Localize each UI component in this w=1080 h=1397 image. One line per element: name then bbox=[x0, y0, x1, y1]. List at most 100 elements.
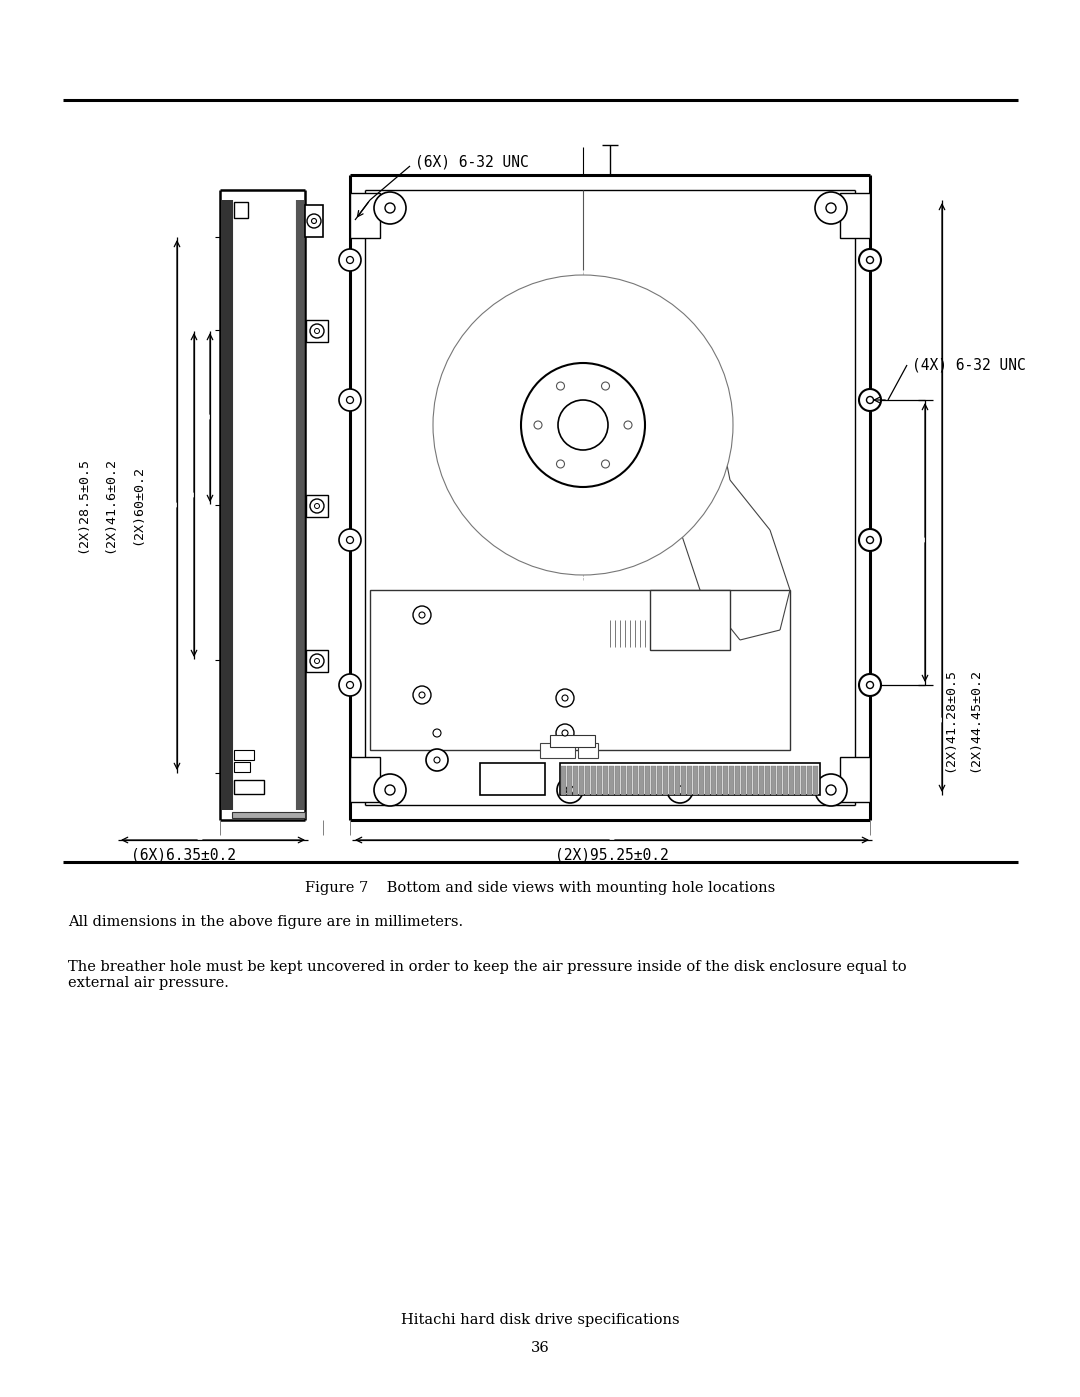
Circle shape bbox=[347, 257, 353, 264]
Circle shape bbox=[859, 673, 881, 696]
Bar bbox=[812, 766, 818, 795]
Text: (2X)41.6±0.2: (2X)41.6±0.2 bbox=[104, 457, 117, 553]
Bar bbox=[579, 766, 583, 795]
Bar bbox=[350, 757, 380, 802]
Circle shape bbox=[562, 731, 568, 736]
Circle shape bbox=[556, 724, 573, 742]
Circle shape bbox=[310, 654, 324, 668]
Circle shape bbox=[384, 785, 395, 795]
Circle shape bbox=[826, 203, 836, 212]
Text: Figure 7    Bottom and side views with mounting hole locations: Figure 7 Bottom and side views with moun… bbox=[305, 882, 775, 895]
Bar bbox=[729, 766, 733, 795]
Circle shape bbox=[339, 673, 361, 696]
Circle shape bbox=[556, 381, 565, 390]
Bar bbox=[220, 190, 305, 820]
Bar bbox=[657, 766, 661, 795]
Bar bbox=[603, 766, 607, 795]
Circle shape bbox=[314, 503, 320, 509]
Circle shape bbox=[521, 363, 645, 488]
Text: (2X)95.25±0.2: (2X)95.25±0.2 bbox=[555, 848, 669, 862]
Bar bbox=[540, 743, 575, 759]
Circle shape bbox=[826, 785, 836, 795]
Text: The breather hole must be kept uncovered in order to keep the air pressure insid: The breather hole must be kept uncovered… bbox=[68, 960, 906, 990]
Circle shape bbox=[866, 536, 874, 543]
Text: (2X)41.28±0.5: (2X)41.28±0.5 bbox=[944, 668, 957, 773]
Bar bbox=[234, 780, 264, 793]
Bar bbox=[783, 766, 787, 795]
Circle shape bbox=[434, 757, 440, 763]
Bar bbox=[221, 200, 233, 810]
Circle shape bbox=[602, 460, 609, 468]
Bar bbox=[306, 650, 328, 672]
Bar bbox=[716, 766, 721, 795]
Circle shape bbox=[314, 328, 320, 334]
Circle shape bbox=[310, 324, 324, 338]
Circle shape bbox=[815, 774, 847, 806]
Bar bbox=[567, 766, 571, 795]
Bar bbox=[584, 766, 590, 795]
Bar bbox=[232, 812, 305, 819]
Bar bbox=[572, 766, 578, 795]
Bar bbox=[370, 590, 789, 750]
Circle shape bbox=[433, 275, 733, 576]
Circle shape bbox=[347, 682, 353, 689]
Text: (4X) 6-32 UNC: (4X) 6-32 UNC bbox=[912, 358, 1026, 373]
Circle shape bbox=[384, 203, 395, 212]
Bar bbox=[711, 766, 715, 795]
Bar bbox=[234, 761, 249, 773]
Bar bbox=[777, 766, 782, 795]
Bar bbox=[296, 200, 303, 810]
Bar bbox=[669, 766, 674, 795]
Bar bbox=[840, 757, 870, 802]
Bar bbox=[765, 766, 769, 795]
Circle shape bbox=[433, 729, 441, 738]
Text: (6X) 6-32 UNC: (6X) 6-32 UNC bbox=[415, 155, 529, 169]
Circle shape bbox=[347, 536, 353, 543]
Bar bbox=[650, 766, 656, 795]
Circle shape bbox=[815, 191, 847, 224]
Bar bbox=[234, 203, 248, 218]
Circle shape bbox=[866, 397, 874, 404]
Circle shape bbox=[413, 606, 431, 624]
Bar bbox=[350, 175, 870, 820]
Circle shape bbox=[419, 692, 426, 698]
Circle shape bbox=[558, 400, 608, 450]
Circle shape bbox=[347, 397, 353, 404]
Bar bbox=[550, 735, 595, 747]
Bar bbox=[638, 766, 644, 795]
Bar bbox=[692, 766, 698, 795]
Bar bbox=[608, 766, 613, 795]
Bar bbox=[680, 766, 686, 795]
Bar bbox=[675, 766, 679, 795]
Circle shape bbox=[859, 249, 881, 271]
Bar bbox=[746, 766, 752, 795]
Circle shape bbox=[624, 420, 632, 429]
Bar bbox=[306, 495, 328, 517]
Bar bbox=[758, 766, 764, 795]
Bar bbox=[734, 766, 740, 795]
Bar bbox=[305, 205, 323, 237]
Circle shape bbox=[557, 777, 583, 803]
Bar bbox=[704, 766, 710, 795]
Circle shape bbox=[307, 214, 321, 228]
Text: 36: 36 bbox=[530, 1341, 550, 1355]
Circle shape bbox=[311, 218, 316, 224]
Circle shape bbox=[314, 658, 320, 664]
Bar bbox=[350, 193, 380, 237]
Bar bbox=[578, 743, 598, 759]
Circle shape bbox=[866, 257, 874, 264]
Circle shape bbox=[676, 787, 684, 793]
Bar bbox=[615, 766, 620, 795]
Bar bbox=[807, 766, 811, 795]
Bar bbox=[770, 766, 775, 795]
Bar bbox=[561, 763, 820, 795]
Bar bbox=[480, 763, 545, 795]
Text: (2X)44.45±0.2: (2X)44.45±0.2 bbox=[969, 668, 982, 773]
Bar bbox=[723, 766, 728, 795]
Circle shape bbox=[310, 499, 324, 513]
Circle shape bbox=[534, 420, 542, 429]
Bar bbox=[687, 766, 691, 795]
Bar bbox=[633, 766, 637, 795]
Circle shape bbox=[859, 529, 881, 550]
Bar bbox=[621, 766, 625, 795]
